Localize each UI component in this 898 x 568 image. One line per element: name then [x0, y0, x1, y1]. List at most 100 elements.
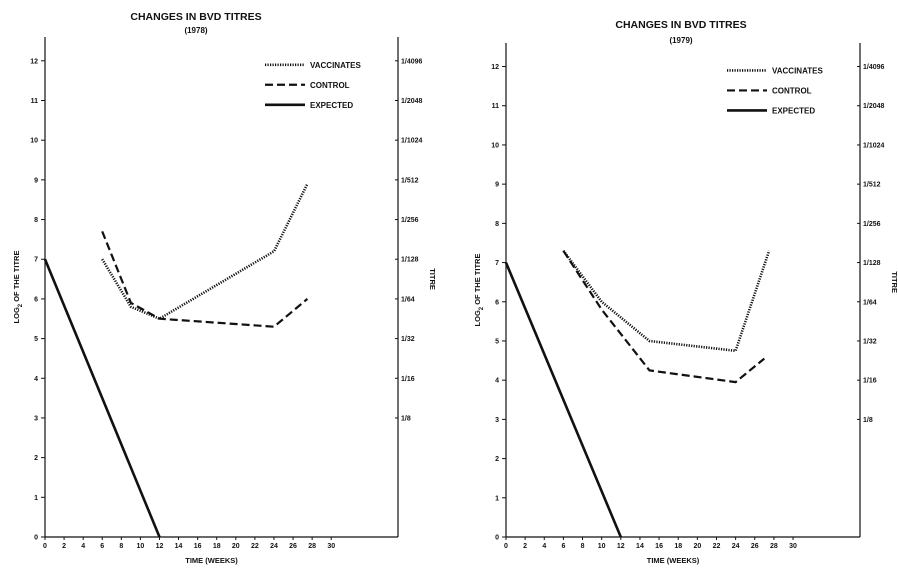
chart-1979-y-tick-label: 12 [491, 64, 499, 71]
chart-1978-y-tick-label: 6 [34, 296, 38, 303]
chart-1978-y-tick-label: 3 [34, 415, 38, 422]
chart-1978: CHANGES IN BVD TITRES(1978)0123456789101… [12, 11, 437, 565]
chart-1978-y2-tick-label: 1/8 [401, 415, 411, 422]
chart-1979-y-axis-title-base: LOG [473, 310, 482, 326]
chart-1979-x-tick-label: 22 [713, 543, 721, 550]
chart-1979-x-tick-label: 16 [655, 543, 663, 550]
chart-1979-y2-tick-label: 1/32 [863, 338, 877, 345]
chart-1978-series-control [101, 230, 309, 328]
chart-1978-legend-label-vaccinates: VACCINATES [310, 61, 361, 70]
chart-1979-y-axis-title-sub: 2 [479, 306, 485, 310]
chart-1978-y-axis-title-rest: OF THE TITRE [12, 251, 21, 304]
chart-1978-y2-tick-label: 1/4096 [401, 58, 423, 65]
chart-1978-y-axis-title-base: LOG [12, 307, 21, 323]
chart-1979-title: CHANGES IN BVD TITRES [615, 19, 746, 31]
chart-1979-y-tick-label: 9 [495, 182, 499, 189]
chart-1979-series-control [562, 250, 765, 384]
chart-1978-x-tick-label: 12 [156, 543, 164, 550]
chart-1979-legend-label-control: CONTROL [772, 86, 812, 95]
chart-1979-series-expected [504, 262, 622, 538]
chart-1978-y2-tick-label: 1/256 [401, 217, 419, 224]
chart-1978-x-tick-label: 0 [43, 543, 47, 550]
chart-1978-y2-tick-label: 1/16 [401, 376, 415, 383]
chart-1978-series-expected [43, 258, 161, 538]
chart-1979-x-tick-label: 10 [598, 543, 606, 550]
chart-1979-x-tick-label: 6 [561, 543, 565, 550]
chart-1978-x-tick-label: 20 [232, 543, 240, 550]
chart-1978-y-tick-label: 12 [30, 58, 38, 65]
chart-1979-y2-tick-label: 1/4096 [863, 64, 885, 71]
chart-1978-x-tick-label: 8 [119, 543, 123, 550]
chart-1978-y-tick-label: 9 [34, 177, 38, 184]
chart-1978-y2-tick-label: 1/32 [401, 336, 415, 343]
chart-1978-x-tick-label: 10 [137, 543, 145, 550]
chart-1979-x-tick-label: 20 [693, 543, 701, 550]
chart-1978-y2-tick-label: 1/64 [401, 296, 415, 303]
chart-1978-y2-axis-title: TITRE [428, 268, 437, 290]
chart-1978-legend-label-control: CONTROL [310, 81, 350, 90]
chart-1978-y2-tick-label: 1/2048 [401, 98, 423, 105]
chart-1979-y-tick-label: 3 [495, 417, 499, 424]
chart-1979-x-tick-label: 4 [542, 543, 546, 550]
chart-1979-y-tick-label: 11 [492, 103, 500, 110]
chart-1978-x-tick-label: 4 [81, 543, 85, 550]
chart-1978-x-tick-label: 2 [62, 543, 66, 550]
chart-1978-y-tick-label: 5 [34, 336, 38, 343]
chart-1978-x-tick-label: 28 [308, 543, 316, 550]
chart-1979-x-tick-label: 8 [581, 543, 585, 550]
chart-1979-x-tick-label: 18 [674, 543, 682, 550]
chart-1979-y-tick-label: 6 [495, 299, 499, 306]
chart-1978-x-tick-label: 26 [289, 543, 297, 550]
chart-1979-x-tick-label: 24 [732, 543, 740, 550]
chart-1978-x-tick-label: 6 [100, 543, 104, 550]
chart-1979-y2-tick-label: 1/64 [863, 299, 877, 306]
chart-1978-y-tick-label: 7 [34, 257, 38, 264]
chart-1978-x-tick-label: 22 [251, 543, 259, 550]
chart-1978-legend-label-expected: EXPECTED [310, 101, 353, 110]
chart-1979-y2-tick-label: 1/8 [863, 417, 873, 424]
chart-1978-y-tick-label: 11 [31, 98, 39, 105]
chart-1978-y-tick-label: 2 [34, 455, 38, 462]
chart-1979-subtitle: (1979) [669, 36, 692, 45]
chart-1978-y-tick-label: 8 [34, 217, 38, 224]
chart-1979-series-vaccinates [562, 250, 771, 353]
chart-1979-y-tick-label: 8 [495, 221, 499, 228]
chart-1979-x-tick-label: 14 [636, 543, 644, 550]
chart-1978-x-tick-label: 30 [327, 543, 335, 550]
chart-1979-x-axis-title: TIME (WEEKS) [647, 556, 700, 565]
chart-1979-x-tick-label: 2 [523, 543, 527, 550]
chart-1979-y-axis-title-rest: OF THE TITRE [473, 254, 482, 307]
chart-1979-legend-label-expected: EXPECTED [772, 106, 815, 115]
chart-1978-y2-tick-label: 1/128 [401, 257, 419, 264]
chart-1978-y-tick-label: 4 [34, 376, 38, 383]
chart-1979: CHANGES IN BVD TITRES(1979)0123456789101… [473, 19, 898, 565]
chart-1979-y-tick-label: 0 [495, 535, 499, 542]
chart-1979-x-tick-label: 0 [504, 543, 508, 550]
chart-1979-x-tick-label: 26 [751, 543, 759, 550]
chart-1978-x-axis-title: TIME (WEEKS) [185, 556, 238, 565]
chart-1978-y2-tick-label: 1/512 [401, 177, 419, 184]
chart-1978-title: CHANGES IN BVD TITRES [130, 11, 261, 23]
chart-1978-x-tick-label: 24 [270, 543, 278, 550]
chart-1979-y2-axis-title: TITRE [890, 271, 898, 293]
chart-1979-legend-label-vaccinates: VACCINATES [772, 66, 823, 75]
chart-1979-y2-tick-label: 1/512 [863, 182, 881, 189]
chart-1979-y2-tick-label: 1/128 [863, 260, 881, 267]
chart-1978-y2-tick-label: 1/1024 [401, 138, 423, 145]
chart-1979-y-tick-label: 2 [495, 456, 499, 463]
chart-1978-y-axis-title-sub: 2 [18, 303, 24, 307]
chart-1978-y-tick-label: 1 [34, 495, 38, 502]
chart-1979-y-tick-label: 7 [495, 260, 499, 267]
chart-1978-y-axis-title: LOG2 OF THE TITRE [12, 251, 24, 324]
chart-1979-y2-tick-label: 1/256 [863, 221, 881, 228]
chart-1978-x-tick-label: 14 [175, 543, 183, 550]
chart-1979-y2-tick-label: 1/16 [863, 378, 877, 385]
chart-1978-subtitle: (1978) [184, 26, 207, 35]
chart-1979-y-axis-title: LOG2 OF THE TITRE [473, 254, 485, 327]
chart-1978-series-vaccinates [101, 183, 309, 321]
chart-1979-y2-tick-label: 1/2048 [863, 103, 885, 110]
chart-1978-x-tick-label: 16 [194, 543, 202, 550]
chart-1978-y-tick-label: 10 [30, 138, 38, 145]
chart-1978-x-tick-label: 18 [213, 543, 221, 550]
